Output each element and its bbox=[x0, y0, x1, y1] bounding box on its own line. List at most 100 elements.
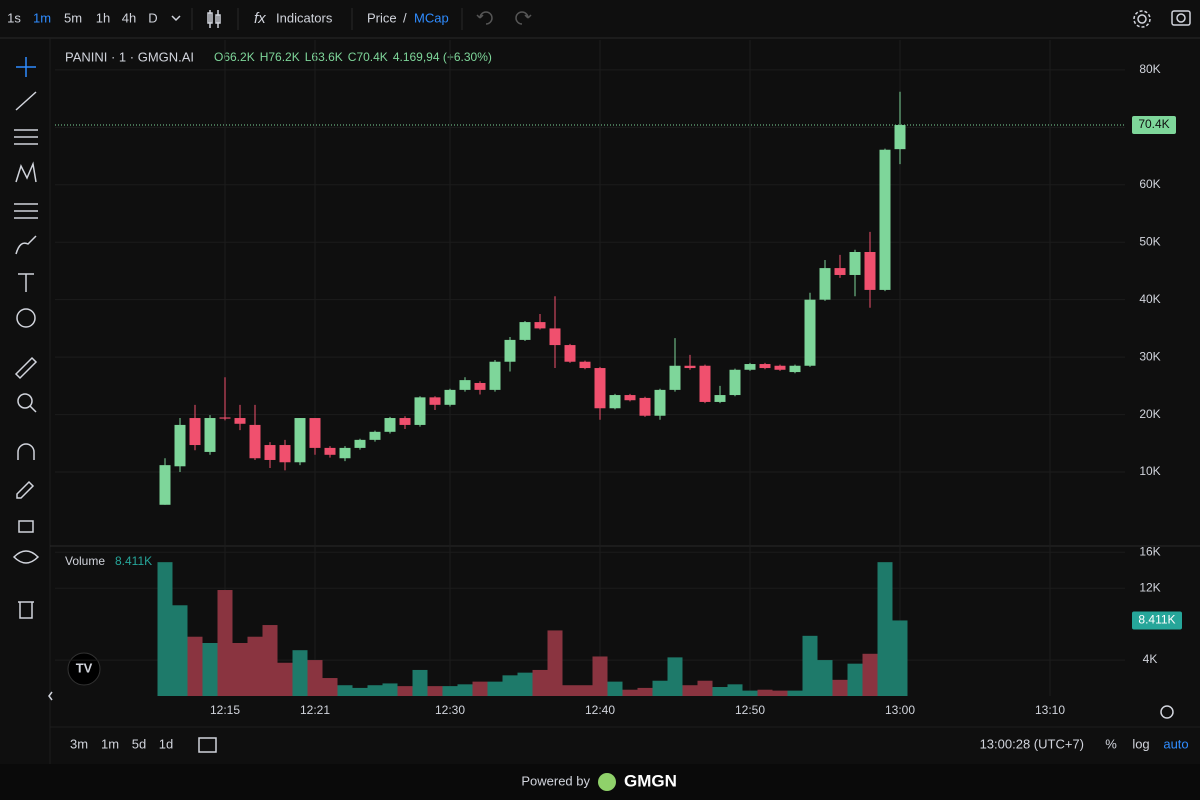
candle-body bbox=[744, 364, 756, 370]
interval[interactable]: 5m bbox=[64, 10, 82, 25]
interval[interactable]: 1s bbox=[7, 10, 21, 25]
candle-body bbox=[729, 369, 741, 396]
candle-body bbox=[264, 445, 276, 460]
fib-tool[interactable] bbox=[14, 129, 38, 145]
range-button[interactable]: 1d bbox=[159, 736, 173, 751]
chart-title: PANINI · 1 · GMGN.AI bbox=[65, 49, 194, 64]
volume-bar bbox=[382, 683, 398, 696]
settings-gear[interactable] bbox=[1133, 10, 1151, 28]
lock-tool[interactable] bbox=[18, 520, 34, 533]
volume-bar bbox=[802, 635, 818, 696]
y-tick-label: 12K bbox=[1139, 580, 1160, 594]
range-button[interactable]: 3m bbox=[70, 736, 88, 751]
ohlc-value: L63.6K bbox=[305, 50, 343, 64]
mcap-toggle[interactable]: MCap bbox=[414, 10, 449, 25]
volume-bar bbox=[547, 630, 563, 696]
candle-body bbox=[789, 365, 801, 373]
x-tick-label: 12:21 bbox=[300, 703, 330, 717]
candle-body bbox=[804, 299, 816, 366]
toolbar: 1s 1m 5m 1h 4h D fx Indicators Price / M… bbox=[7, 8, 1191, 30]
volume-bar bbox=[157, 562, 173, 696]
y-tick-label: 60K bbox=[1139, 177, 1160, 191]
candle-body bbox=[684, 365, 696, 369]
volume-bar bbox=[877, 562, 893, 696]
volume-bar bbox=[622, 689, 638, 696]
last-volume-tag bbox=[1132, 611, 1182, 630]
volume-bar bbox=[397, 686, 413, 696]
volume-bar bbox=[247, 636, 263, 696]
pattern-tool[interactable] bbox=[15, 161, 37, 183]
y-tick-label: 40K bbox=[1139, 292, 1160, 306]
y-tick-label: 16K bbox=[1139, 544, 1160, 558]
screenshot-icon[interactable] bbox=[1171, 10, 1191, 26]
indicators-button[interactable]: Indicators bbox=[276, 10, 333, 25]
candle-body bbox=[864, 251, 876, 290]
range-button[interactable]: 5d bbox=[132, 736, 146, 751]
interval[interactable]: D bbox=[148, 10, 157, 25]
tv-logo[interactable] bbox=[67, 652, 101, 686]
volume-bar bbox=[682, 685, 698, 696]
interval[interactable]: 1h bbox=[96, 10, 110, 25]
undo[interactable] bbox=[476, 11, 493, 25]
x-tick-label: 12:30 bbox=[435, 703, 465, 717]
fx-icon[interactable]: fx bbox=[254, 10, 266, 27]
redo[interactable] bbox=[515, 11, 532, 25]
candle-body bbox=[459, 380, 471, 390]
candle-body bbox=[624, 395, 636, 401]
zoom-tool[interactable] bbox=[17, 393, 33, 409]
volume-bar bbox=[412, 669, 428, 696]
separator: / bbox=[403, 10, 407, 25]
candle-body bbox=[699, 365, 711, 402]
volume-bar bbox=[862, 653, 878, 696]
range-button[interactable]: 1m bbox=[101, 736, 119, 751]
volume-bar bbox=[592, 656, 608, 696]
volume-bar bbox=[697, 680, 713, 696]
candle-body bbox=[414, 397, 426, 425]
volume-bar bbox=[232, 643, 248, 696]
y-tick-label: 50K bbox=[1139, 234, 1160, 248]
emoji-tool[interactable] bbox=[16, 308, 36, 328]
candle-body bbox=[894, 125, 906, 150]
candle-body bbox=[249, 424, 261, 459]
volume-bar bbox=[562, 685, 578, 696]
volume-bar bbox=[262, 625, 278, 696]
price-toggle[interactable]: Price bbox=[367, 10, 397, 25]
y-tick-label: 80K bbox=[1139, 62, 1160, 76]
text-tool[interactable] bbox=[18, 273, 34, 292]
candle-body bbox=[399, 418, 411, 425]
last-volume-label: 8.411K bbox=[1138, 613, 1175, 627]
lock-drawings-tool[interactable] bbox=[16, 480, 35, 499]
collapse-sidebar[interactable] bbox=[48, 691, 53, 701]
volume-bar bbox=[817, 660, 833, 696]
interval[interactable]: 1m bbox=[33, 10, 51, 25]
candle-type-icon[interactable] bbox=[207, 10, 221, 28]
candle-body bbox=[579, 361, 591, 369]
volume-bar bbox=[757, 689, 773, 696]
candle-body bbox=[759, 364, 771, 369]
auto-toggle[interactable]: auto bbox=[1163, 736, 1188, 751]
volume-title: Volume bbox=[65, 554, 105, 568]
crosshair-tool[interactable] bbox=[16, 57, 36, 77]
x-tick-label: 12:50 bbox=[735, 703, 765, 717]
log-toggle[interactable]: log bbox=[1132, 736, 1149, 751]
clock: 13:00:28 (UTC+7) bbox=[980, 736, 1084, 751]
magnet-tool[interactable] bbox=[17, 443, 35, 460]
volume-bar bbox=[607, 681, 623, 696]
settings-icon[interactable] bbox=[1137, 14, 1147, 24]
volume-bar bbox=[667, 657, 683, 696]
dropdown-icon[interactable] bbox=[171, 15, 181, 22]
brush-tool[interactable] bbox=[15, 235, 37, 255]
trendline-tool[interactable] bbox=[15, 91, 37, 111]
date-range-icon[interactable] bbox=[198, 737, 217, 753]
projection-tool[interactable] bbox=[14, 203, 38, 219]
interval[interactable]: 4h bbox=[122, 10, 136, 25]
candle-body bbox=[429, 397, 441, 405]
percent-toggle[interactable]: % bbox=[1105, 736, 1117, 751]
ruler-tool[interactable] bbox=[14, 356, 38, 380]
axis-settings[interactable] bbox=[1160, 705, 1174, 719]
delete-tool[interactable] bbox=[18, 601, 34, 619]
volume-bar bbox=[457, 684, 473, 696]
candle-body bbox=[489, 361, 501, 390]
visibility-tool[interactable] bbox=[12, 550, 40, 564]
